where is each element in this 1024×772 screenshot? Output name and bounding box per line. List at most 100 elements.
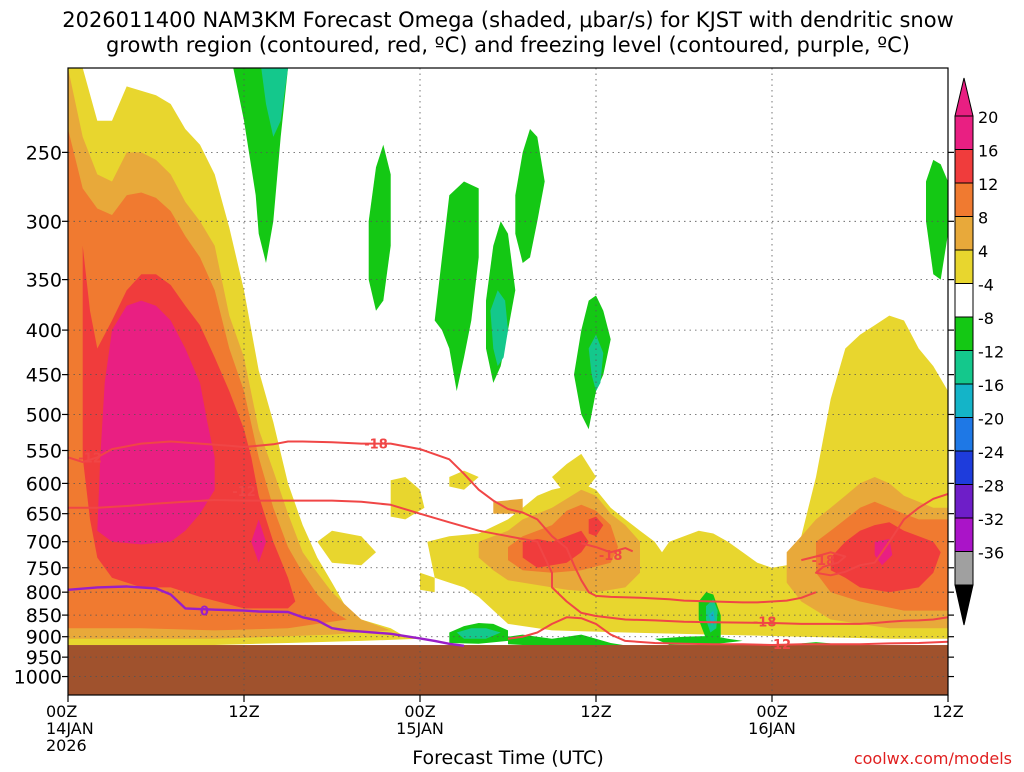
y-tick-label-850: 850 — [26, 605, 62, 627]
dgz-contour-2 — [507, 616, 948, 646]
omega-region-pink-1 — [874, 539, 893, 566]
y-tick-label-500: 500 — [26, 404, 62, 426]
colorbar-swatch-0 — [954, 115, 974, 150]
x-tick-label-0-0: 00Z — [46, 702, 77, 721]
omega-region-pink-0 — [97, 300, 215, 545]
colorbar-swatch-1 — [954, 149, 974, 184]
watermark: coolwx.com/models — [854, 749, 1012, 768]
dgz-contour-1 — [68, 499, 948, 625]
y-tick-label-900: 900 — [26, 627, 62, 649]
y-tick-label-350: 350 — [26, 270, 62, 292]
colorbar-label-11: -28 — [978, 477, 1004, 496]
omega-region-yellow-5 — [552, 453, 596, 496]
colorbar-label-13: -36 — [978, 544, 1004, 563]
colorbar-swatch-11 — [954, 484, 974, 519]
x-tick-label-48-1: 16JAN — [748, 719, 796, 738]
colorbar-swatch-13 — [954, 551, 974, 586]
colorbar-label-7: -12 — [978, 343, 1004, 362]
colorbar-label-5: -4 — [978, 276, 994, 295]
colorbar-label-9: -20 — [978, 410, 1004, 429]
dgz-contour-label-3: -18 — [812, 554, 836, 569]
dgz-contour-0 — [68, 440, 817, 604]
colorbar-swatch-7 — [954, 350, 974, 385]
x-tick-label-24-1: 15JAN — [396, 719, 444, 738]
chart-title-line-1: 2026011400 NAM3KM Forecast Omega (shaded… — [62, 8, 954, 32]
y-tick-label-700: 700 — [26, 532, 62, 554]
colorbar-label-0: 20 — [978, 108, 998, 127]
freezing-level-contour — [68, 585, 465, 647]
colorbar-label-6: -8 — [978, 309, 994, 328]
omega-region-green-8 — [508, 634, 626, 646]
x-tick-label-0-1: 14JAN — [46, 719, 94, 738]
colorbar-label-1: 16 — [978, 142, 998, 161]
y-tick-label-400: 400 — [26, 320, 62, 342]
dgz-contour-label-6: -12 — [78, 451, 102, 466]
omega-region-red-2 — [588, 516, 604, 537]
omega-region-yellow-4 — [420, 572, 435, 593]
colorbar-swatch-9 — [954, 417, 974, 452]
omega-region-green-4 — [515, 129, 545, 263]
omega-region-pink-2 — [251, 519, 266, 563]
y-tick-label-1000: 1000 — [14, 667, 62, 689]
terrain-shading — [68, 645, 948, 695]
colorbar-swatch-8 — [954, 383, 974, 418]
x-axis-label: Forecast Time (UTC) — [412, 747, 603, 768]
colorbar-label-8: -16 — [978, 376, 1004, 395]
colorbar-bottom-arrow — [954, 584, 974, 626]
omega-shading — [68, 68, 948, 646]
dgz-contour-label-4: -12 — [768, 638, 792, 653]
grid-lines — [67, 68, 949, 695]
chart-title: 2026011400 NAM3KM Forecast Omega (shaded… — [62, 8, 954, 57]
omega-region-teal-0 — [261, 68, 288, 137]
y-axis: 2503003504004505005506006507007508008509… — [14, 142, 954, 689]
dgz-contour-label-5: -12 — [232, 485, 256, 500]
omega-region-teal-1 — [490, 290, 508, 367]
colorbar-label-2: 12 — [978, 175, 998, 194]
freezing-contour-label-0: 0 — [200, 605, 209, 620]
colorbar-swatch-5 — [954, 283, 974, 318]
dgz-contour-label-1: -18 — [599, 549, 623, 564]
x-tick-label-24-0: 00Z — [404, 702, 435, 721]
y-tick-label-950: 950 — [26, 647, 62, 669]
omega-region-yellow-1 — [390, 477, 425, 520]
colorbar-label-3: 8 — [978, 209, 988, 228]
colorbar-label-4: 4 — [978, 242, 988, 261]
dgz-contour-3 — [801, 493, 948, 577]
y-tick-label-250: 250 — [26, 142, 62, 164]
colorbar-swatch-4 — [954, 249, 974, 284]
omega-region-yellow-6 — [449, 470, 479, 490]
omega-region-teal-3 — [456, 628, 501, 639]
contour-labels: -18 -18 -18 -18 -12 -12 -12 0 — [78, 438, 836, 654]
omega-region-teal-2 — [588, 334, 604, 392]
colorbar-swatch-12 — [954, 517, 974, 552]
terrain-fill — [68, 645, 948, 695]
colorbar-swatch-10 — [954, 450, 974, 485]
x-tick-label-0-2: 2026 — [46, 736, 87, 755]
omega-region-white-0 — [530, 300, 545, 383]
x-tick-label-12-0: 12Z — [228, 702, 259, 721]
y-tick-label-800: 800 — [26, 582, 62, 604]
x-tick-label-60-0: 12Z — [932, 702, 963, 721]
plot-frame — [67, 67, 949, 696]
colorbar-label-12: -32 — [978, 510, 1004, 529]
y-tick-label-750: 750 — [26, 558, 62, 580]
colorbar-top-arrow — [954, 77, 974, 117]
x-tick-label-48-0: 00Z — [756, 702, 787, 721]
omega-region-yellow-2 — [317, 530, 376, 566]
y-tick-label-600: 600 — [26, 473, 62, 495]
x-tick-label-36-0: 12Z — [580, 702, 611, 721]
y-tick-label-550: 550 — [26, 441, 62, 463]
omega-region-green-6 — [926, 159, 948, 280]
colorbar-label-10: -24 — [978, 443, 1004, 462]
y-tick-label-650: 650 — [26, 504, 62, 526]
dgz-contour-4 — [581, 542, 634, 554]
dgz-contour-label-0: -18 — [364, 438, 388, 453]
dgz-contour-label-2: -18 — [753, 616, 777, 631]
colorbar-swatch-2 — [954, 182, 974, 217]
colorbar-swatch-6 — [954, 316, 974, 351]
colorbar-swatch-3 — [954, 216, 974, 251]
omega-region-green-1 — [368, 144, 391, 311]
